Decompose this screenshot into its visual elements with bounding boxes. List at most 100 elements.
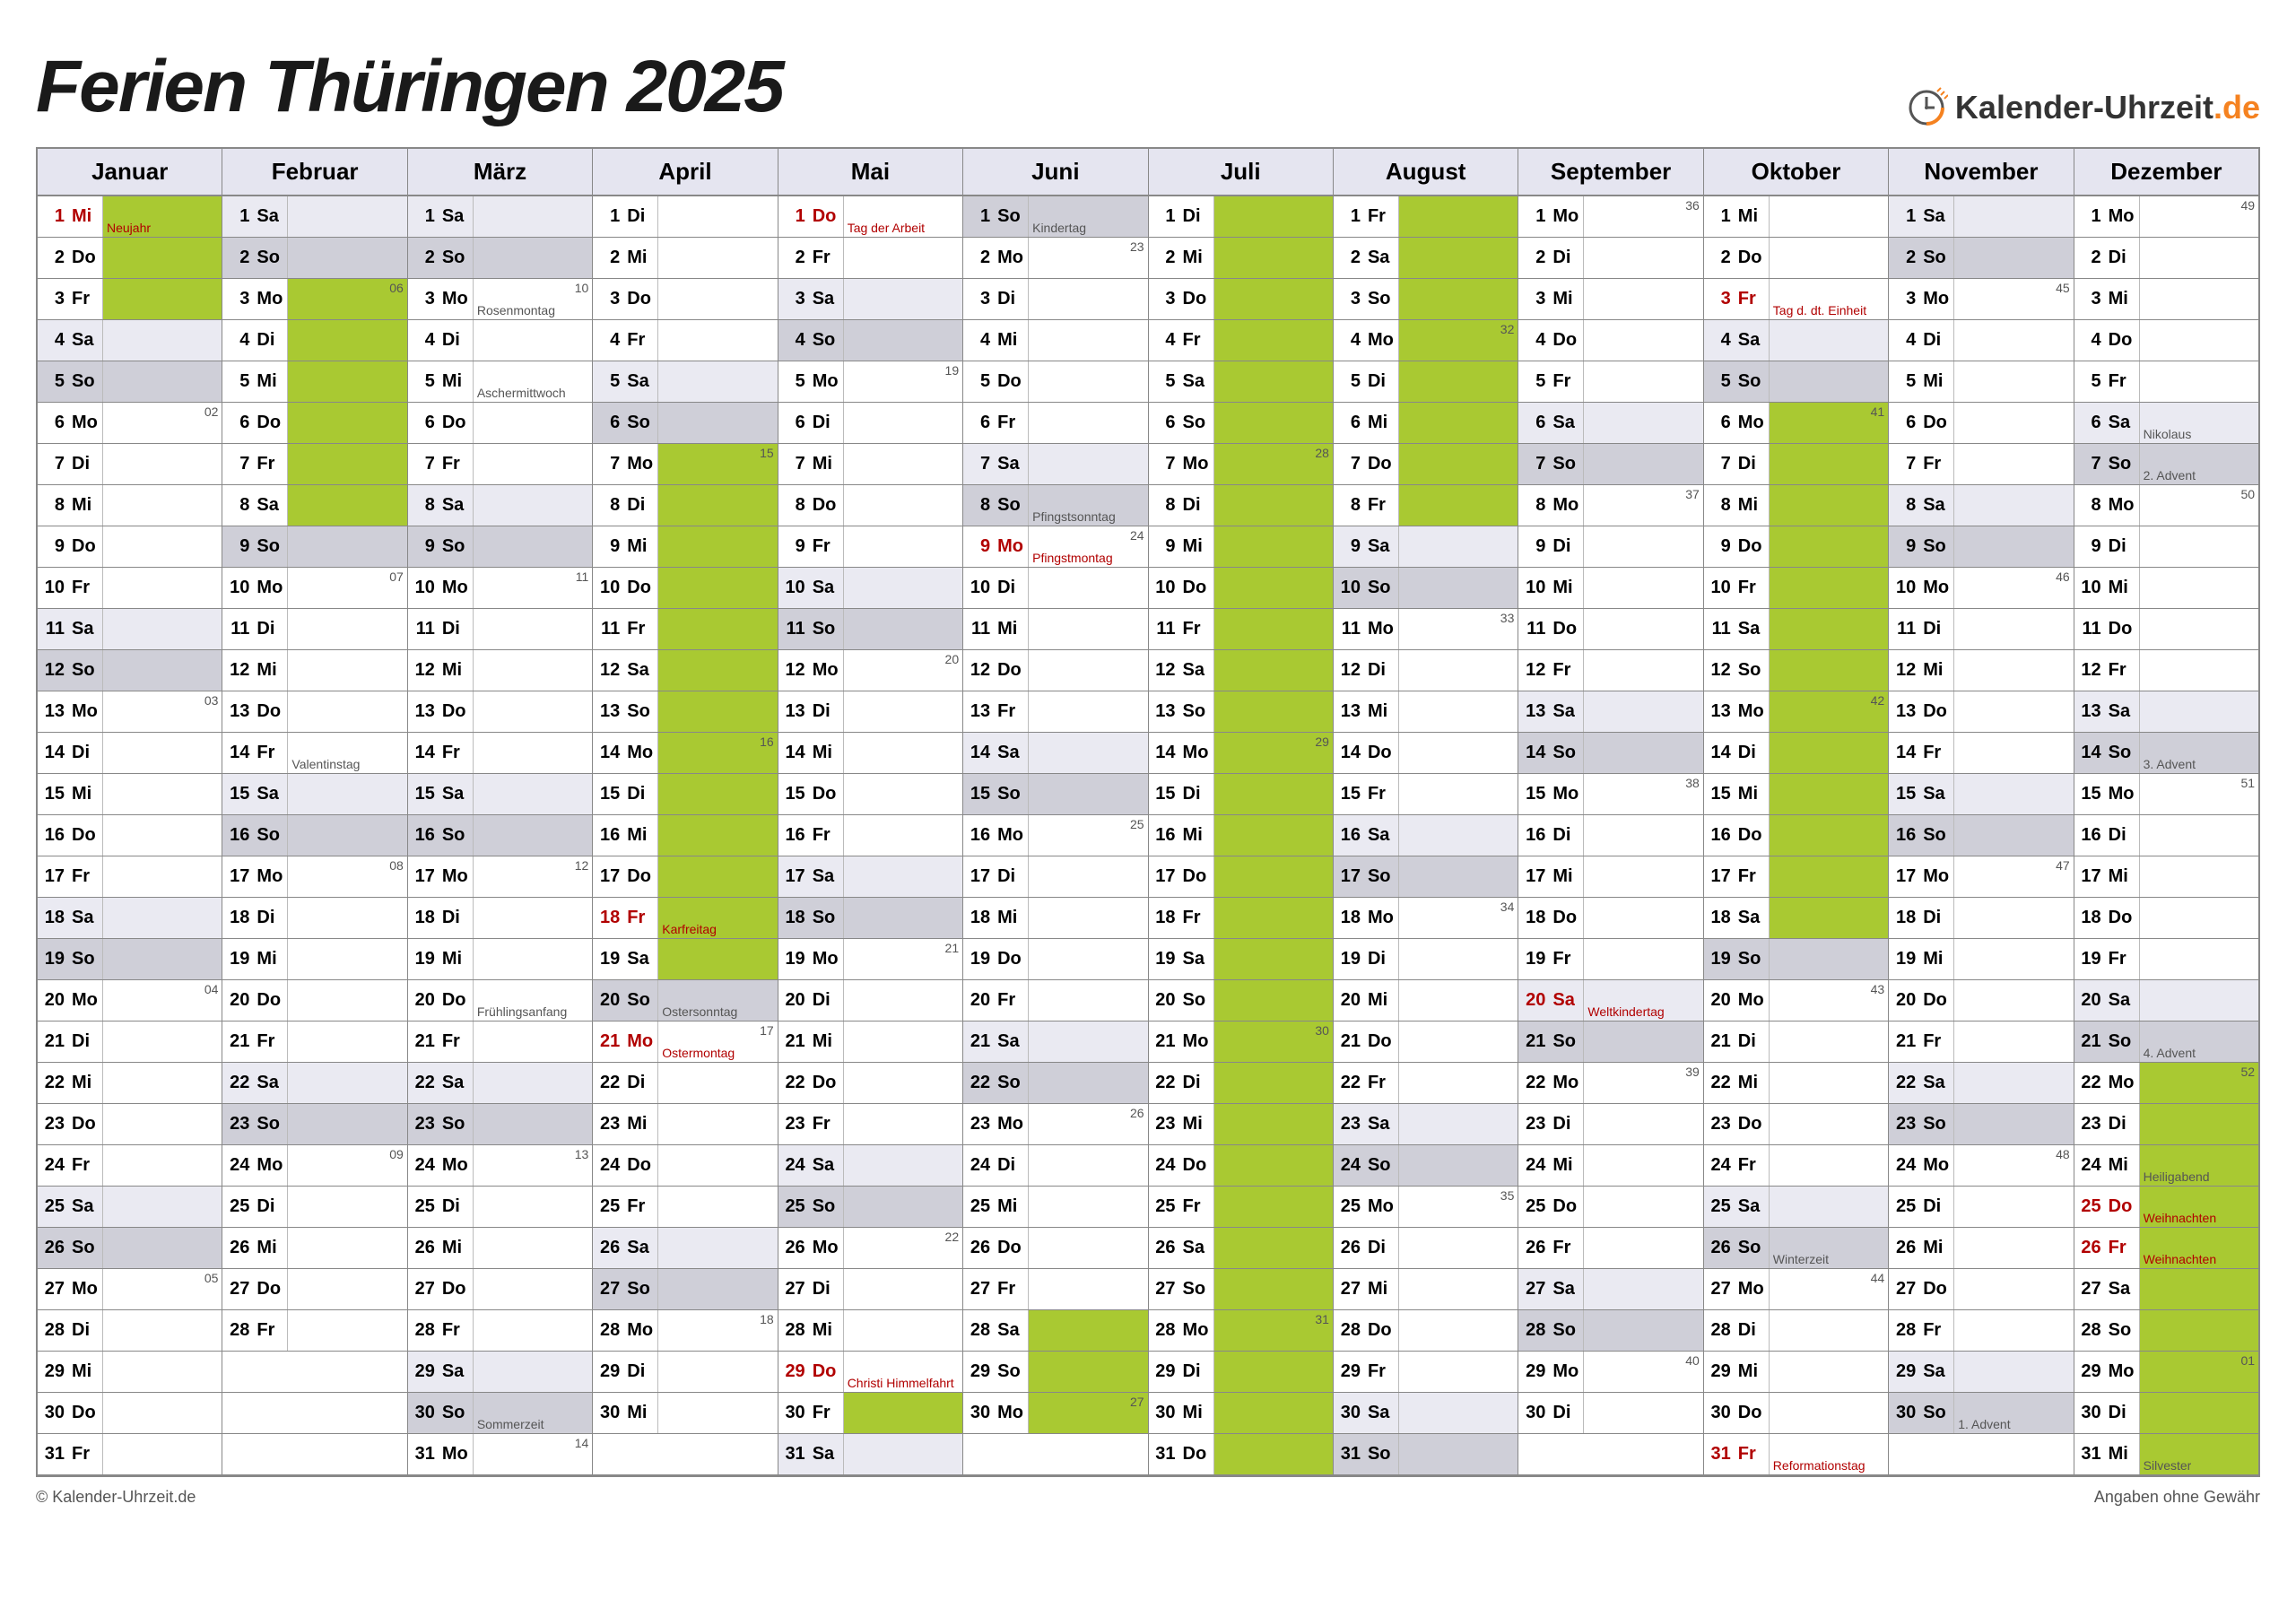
- day-weekday: Mi: [625, 536, 657, 557]
- day-rest: [1398, 939, 1518, 979]
- day-number: 20: [778, 990, 811, 1011]
- day-rest: [843, 279, 962, 319]
- day-cell: 7Mi: [778, 444, 962, 485]
- day-weekday: So: [996, 1361, 1028, 1382]
- day-cell: 27Do: [1889, 1269, 2073, 1310]
- day-rest: [1213, 980, 1333, 1021]
- day-number: 15: [222, 784, 255, 804]
- day-number: 26: [1889, 1238, 1921, 1258]
- day-weekday: Do: [1551, 1196, 1583, 1217]
- day-rest: [657, 1187, 777, 1227]
- day-cell: 15Do: [778, 774, 962, 815]
- day-cell: 3Mo06: [222, 279, 406, 320]
- day-cell: 15Di: [1149, 774, 1333, 815]
- day-weekday: So: [1181, 701, 1213, 722]
- day-rest: Ostersonntag: [657, 980, 777, 1021]
- day-number: 27: [1149, 1279, 1181, 1300]
- day-number: 25: [778, 1196, 811, 1217]
- logo-text-main: Kalender-Uhrzeit: [1955, 89, 2213, 126]
- day-rest: 4. Advent: [2139, 1021, 2258, 1062]
- day-number: 21: [1889, 1031, 1921, 1052]
- day-weekday: Di: [1921, 619, 1953, 639]
- day-number: 22: [2074, 1073, 2107, 1093]
- day-weekday: So: [625, 1279, 657, 1300]
- day-cell: 23Do: [1704, 1104, 1888, 1145]
- day-number: 29: [593, 1361, 625, 1382]
- day-weekday: Mi: [996, 330, 1028, 351]
- day-rest: [1213, 856, 1333, 897]
- day-number: 5: [778, 371, 811, 392]
- day-cell: 4Fr: [593, 320, 777, 361]
- day-rest: [1953, 650, 2073, 691]
- day-number: 4: [38, 330, 70, 351]
- day-weekday: Mi: [255, 660, 287, 681]
- day-cell: 15Di: [593, 774, 777, 815]
- day-rest: [657, 1269, 777, 1309]
- day-weekday: Do: [2107, 619, 2139, 639]
- day-cell: 19Fr: [2074, 939, 2258, 980]
- day-weekday: Fr: [1736, 578, 1769, 598]
- day-number: 7: [1518, 454, 1551, 474]
- day-weekday: Mi: [1736, 1073, 1769, 1093]
- day-weekday: Sa: [996, 1320, 1028, 1341]
- day-cell: 11Sa: [1704, 609, 1888, 650]
- day-weekday: Sa: [1181, 1238, 1213, 1258]
- day-rest: [1769, 361, 1888, 402]
- day-cell: 17Sa: [778, 856, 962, 898]
- day-cell: 11Di: [222, 609, 406, 650]
- day-number: 1: [593, 206, 625, 227]
- day-cell: 23Fr: [778, 1104, 962, 1145]
- day-rest: [1583, 1228, 1702, 1268]
- day-rest: [473, 1310, 592, 1351]
- day-number: 6: [778, 413, 811, 433]
- day-cell: 30Di: [1518, 1393, 1702, 1434]
- day-cell: 2So: [408, 238, 592, 279]
- day-cell: 7Fr: [1889, 444, 2073, 485]
- day-weekday: Mo: [1921, 289, 1953, 309]
- day-rest: [1769, 320, 1888, 361]
- day-number: 22: [222, 1073, 255, 1093]
- day-cell: 20SoOstersonntag: [593, 980, 777, 1021]
- day-cell: 22Mi: [38, 1063, 222, 1104]
- day-cell: 11Sa: [38, 609, 222, 650]
- day-cell: 10Fr: [1704, 568, 1888, 609]
- day-rest: 45: [1953, 279, 2073, 319]
- day-number: 31: [778, 1444, 811, 1465]
- day-number: 8: [222, 495, 255, 516]
- day-rest: [102, 1145, 222, 1186]
- day-weekday: Mo: [255, 289, 287, 309]
- day-cell: 16Di: [1518, 815, 1702, 856]
- day-cell: 30Fr: [778, 1393, 962, 1434]
- day-rest: 39: [1583, 1063, 1702, 1103]
- day-number: 28: [222, 1320, 255, 1341]
- week-number: 29: [1315, 735, 1329, 749]
- day-weekday: So: [811, 619, 843, 639]
- day-cell: 5Mo19: [778, 361, 962, 403]
- day-cell: 12So: [1704, 650, 1888, 691]
- day-rest: Karfreitag: [657, 898, 777, 938]
- day-rest: [1398, 1269, 1518, 1309]
- day-rest: [1583, 856, 1702, 897]
- day-weekday: Mi: [440, 1238, 473, 1258]
- week-number: 44: [1871, 1271, 1885, 1285]
- day-cell: 21Di: [38, 1021, 222, 1063]
- day-rest: [1769, 1187, 1888, 1227]
- day-number: 21: [408, 1031, 440, 1052]
- day-rest: 34: [1398, 898, 1518, 938]
- day-number: 17: [2074, 866, 2107, 887]
- day-cell: 16Do: [38, 815, 222, 856]
- day-weekday: Mo: [811, 1238, 843, 1258]
- day-rest: [1028, 939, 1147, 979]
- day-label: 2. Advent: [2144, 468, 2196, 482]
- day-number: 19: [1704, 949, 1736, 969]
- day-number: 8: [778, 495, 811, 516]
- day-rest: 06: [287, 279, 406, 319]
- day-number: 19: [1149, 949, 1181, 969]
- day-weekday: Sa: [996, 1031, 1028, 1052]
- day-cell: 17Mo47: [1889, 856, 2073, 898]
- day-number: 7: [222, 454, 255, 474]
- day-weekday: Do: [1921, 413, 1953, 433]
- day-cell: 22Sa: [222, 1063, 406, 1104]
- day-weekday: Do: [255, 701, 287, 722]
- day-cell: 22Mi: [1704, 1063, 1888, 1104]
